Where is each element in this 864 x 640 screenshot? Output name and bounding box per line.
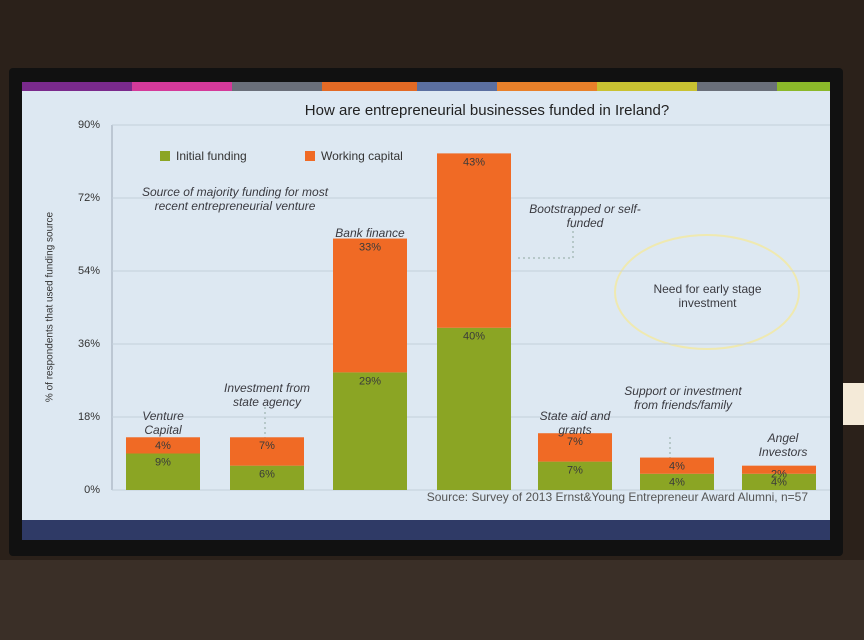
category-label: Angel Investors [758,431,808,459]
y-tick-label: 0% [84,484,100,496]
y-tick-label: 90% [78,119,100,131]
legend-label: Working capital [321,149,403,163]
legend-swatch [305,151,315,161]
category-label: Venture Capital [142,409,184,437]
value-label: 29% [359,375,381,387]
value-label: 9% [155,456,171,468]
annotation: Need for early stage investment [653,282,762,310]
y-tick-label: 54% [78,265,100,277]
callout-ellipse [614,234,800,350]
chart-title: How are entrepreneurial businesses funde… [305,102,669,119]
bar-segment [742,473,816,490]
value-label: 7% [567,465,583,477]
stripe [777,82,830,91]
bar-segment [640,457,714,474]
leader-line [515,226,574,259]
value-label: 33% [359,241,381,253]
stripe [497,82,597,91]
stripe [132,82,232,91]
bar-segment [538,461,612,490]
bar-segment [230,465,304,490]
category-label: Investment from state agency [223,381,311,409]
bar-segment [437,153,511,328]
y-tick-label: 72% [78,192,100,204]
source-note: Source: Survey of 2013 Ernst&Young Entre… [427,490,809,504]
bar-segment [126,453,200,490]
bar-segment [333,238,407,373]
top-stripe [22,82,830,91]
stripe [232,82,322,91]
bar-segment [333,372,407,490]
y-tick-label: 36% [78,338,100,350]
category-label: Bank finance [335,226,405,240]
value-label: 2% [771,469,787,481]
bar-segment [437,327,511,490]
value-label: 6% [259,469,275,481]
category-label: Support or investment from friends/famil… [624,384,742,412]
value-label: 4% [155,440,171,452]
stripe [597,82,697,91]
bar-segment [230,437,304,466]
stripe [322,82,417,91]
category-label: State aid and grants [539,409,611,437]
stripe [697,82,777,91]
bar-segment [126,437,200,454]
value-label: 40% [463,331,485,343]
leader-lines [264,226,671,458]
y-tick-label: 18% [78,411,100,423]
bar-segment [742,465,816,474]
legend-label: Initial funding [176,149,247,163]
source-text: Source: Survey of 2013 Ernst&Young Entre… [427,490,809,504]
y-axis-label: % of respondents that used funding sourc… [45,212,56,403]
footer-band [22,520,830,540]
value-label: 7% [567,436,583,448]
category-label: Bootstrapped or self-funded [529,202,641,230]
bar-segment [640,473,714,490]
stripe [417,82,497,91]
bar-segment [538,433,612,462]
value-label: 4% [669,477,685,489]
value-label: 4% [771,477,787,489]
wall-lower [0,560,864,640]
value-label: 7% [259,440,275,452]
stripe [22,82,132,91]
legend-swatch [160,151,170,161]
value-label: 4% [669,460,685,472]
value-label: 43% [463,156,485,168]
annotation: Source of majority funding for most rece… [141,185,329,213]
